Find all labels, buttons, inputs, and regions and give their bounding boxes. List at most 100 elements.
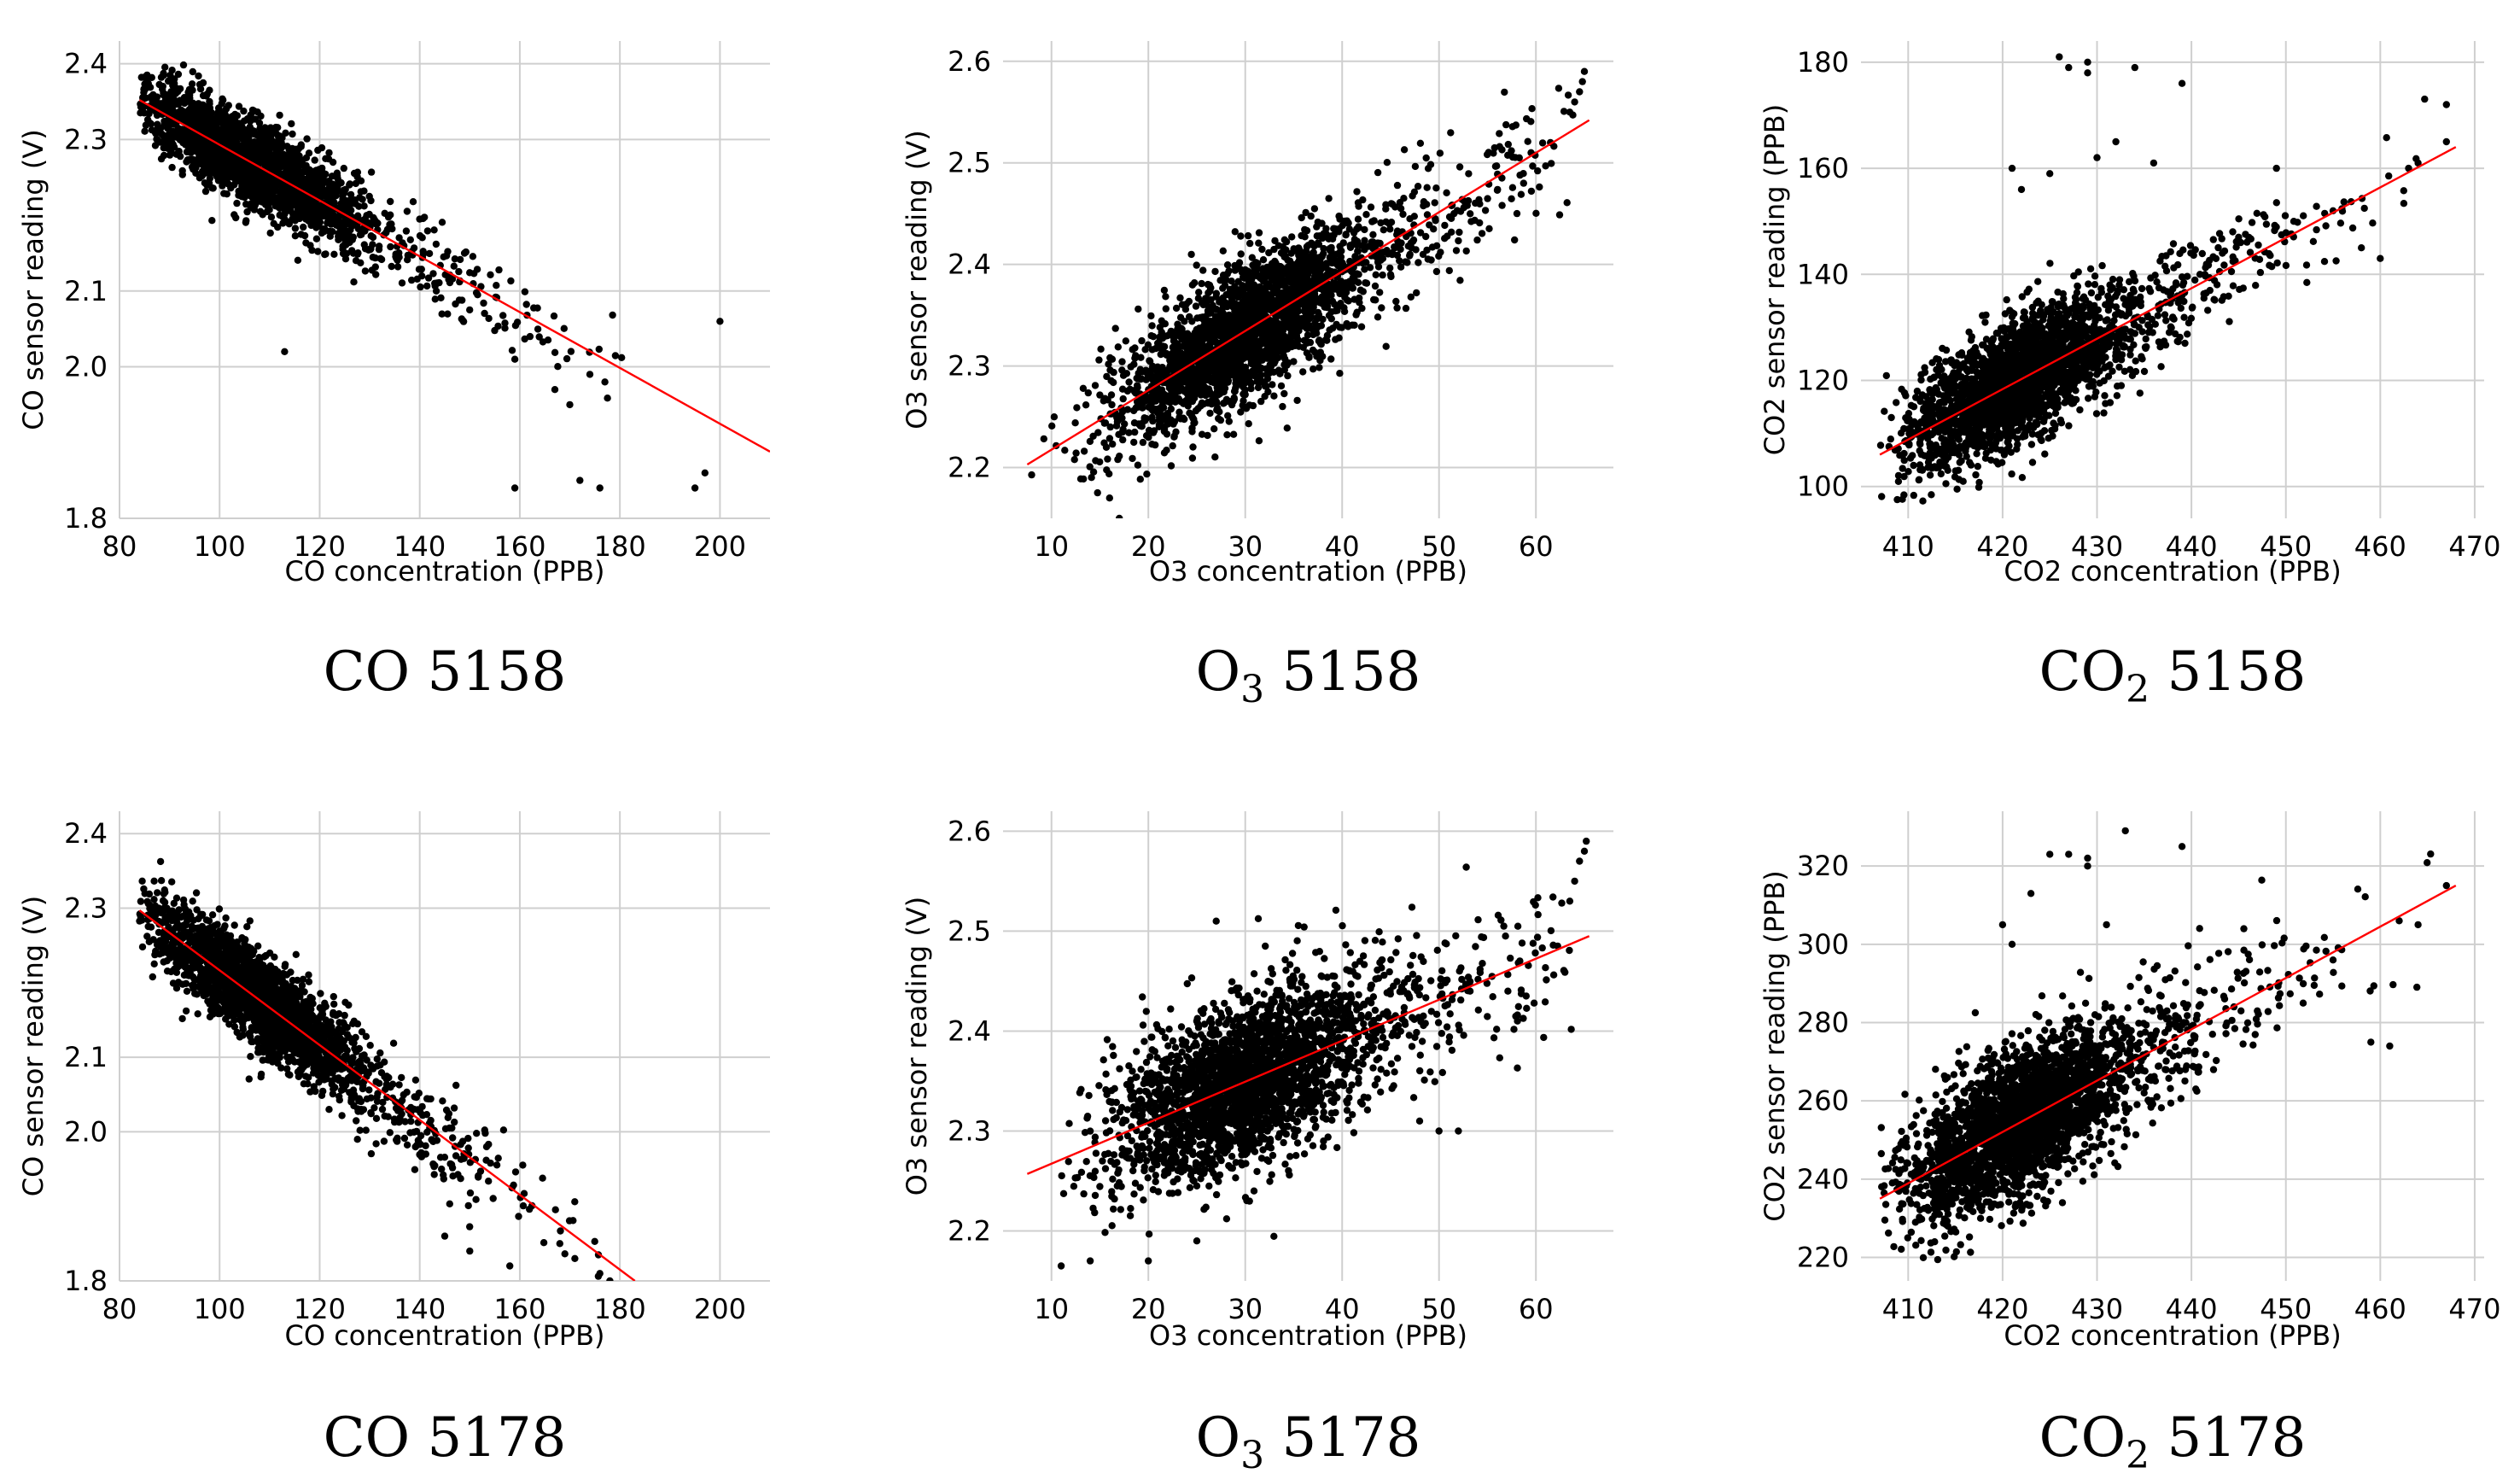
- scatter-point: [1106, 354, 1114, 362]
- scatter-point: [416, 231, 424, 240]
- scatter-point: [1138, 336, 1146, 345]
- scatter-point: [225, 180, 233, 188]
- scatter-point: [1528, 105, 1536, 113]
- scatter-point: [1205, 309, 1212, 318]
- scatter-point: [1271, 272, 1279, 279]
- y-tick-label: 2.2: [948, 452, 991, 484]
- y-tick-label: 2.4: [948, 248, 991, 281]
- scatter-point: [1109, 440, 1117, 448]
- scatter-point: [1149, 362, 1157, 370]
- scatter-point: [1048, 422, 1056, 430]
- scatter-point: [1125, 429, 1133, 436]
- x-tick-label: 50: [1421, 530, 1456, 563]
- scatter-point: [1353, 188, 1361, 196]
- scatter-point: [334, 182, 341, 190]
- scatter-point: [501, 319, 509, 327]
- scatter-point: [179, 61, 188, 69]
- scatter-point: [1050, 413, 1059, 421]
- scatter-point: [206, 86, 213, 94]
- scatter-point: [1315, 259, 1323, 267]
- scatter-point: [1337, 285, 1345, 293]
- scatter-point: [1283, 424, 1292, 432]
- scatter-point: [1225, 267, 1233, 275]
- scatter-point: [1555, 85, 1563, 92]
- scatter-point: [1323, 260, 1331, 267]
- scatter-point: [1070, 456, 1078, 464]
- scatter-point: [1229, 430, 1238, 438]
- scatter-point: [1234, 278, 1242, 285]
- scatter-point: [1229, 292, 1238, 300]
- scatter-point: [1397, 205, 1405, 213]
- scatter-point: [1413, 289, 1420, 297]
- scatter-point: [195, 72, 202, 80]
- scatter-point: [1310, 205, 1319, 213]
- scatter-point: [333, 169, 341, 177]
- scatter-point: [1327, 355, 1335, 363]
- scatter-point: [563, 354, 571, 363]
- scatter-point: [1186, 355, 1193, 363]
- scatter-point: [1455, 163, 1464, 171]
- scatter-point: [289, 215, 296, 223]
- scatter-point: [1204, 398, 1212, 406]
- scatter-point: [1443, 189, 1450, 196]
- scatter-point: [1280, 389, 1288, 398]
- scatter-point: [286, 198, 294, 206]
- scatter-point: [1395, 243, 1403, 251]
- scatter-point: [432, 240, 440, 248]
- scatter-point: [1122, 337, 1130, 345]
- scatter-point: [306, 208, 313, 216]
- scatter-point: [1162, 293, 1170, 301]
- scatter-point: [1218, 361, 1227, 369]
- scatter-point: [1289, 321, 1297, 329]
- scatter-point: [1211, 267, 1219, 276]
- scatter-point: [398, 279, 406, 287]
- scatter-point: [1080, 447, 1088, 455]
- scatter-point: [1195, 324, 1204, 332]
- scatter-point: [701, 469, 709, 476]
- scatter-point: [1079, 384, 1088, 392]
- scatter-point: [235, 102, 243, 110]
- scatter-point: [1215, 373, 1223, 381]
- scatter-point: [242, 200, 250, 208]
- scatter-point: [2225, 318, 2233, 325]
- scatter-point: [270, 219, 277, 227]
- scatter-point: [604, 395, 611, 402]
- scatter-point: [291, 225, 300, 232]
- scatter-point: [1280, 366, 1289, 374]
- scatter-point: [168, 163, 176, 172]
- scatter-point: [1258, 245, 1266, 254]
- scatter-point: [1193, 377, 1201, 384]
- scatter-point: [438, 219, 446, 226]
- scatter-point: [297, 172, 306, 179]
- scatter-point: [1299, 368, 1307, 376]
- scatter-point: [1251, 372, 1258, 380]
- scatter-point: [1094, 429, 1102, 436]
- scatter-point: [458, 296, 466, 304]
- scatter-point: [1275, 354, 1282, 362]
- scatter-point: [1188, 318, 1196, 325]
- scatter-point: [1130, 438, 1138, 447]
- scatter-point: [259, 198, 266, 206]
- scatter-point: [1288, 233, 1296, 241]
- scatter-point: [186, 94, 194, 102]
- scatter-point: [1456, 208, 1465, 215]
- scatter-point: [458, 315, 465, 323]
- scatter-point: [535, 333, 543, 341]
- scatter-point: [1206, 409, 1214, 418]
- scatter-point: [1188, 347, 1196, 355]
- scatter-point: [408, 276, 416, 284]
- scatter-point: [1149, 429, 1158, 436]
- scatter-point: [282, 129, 289, 137]
- scatter-point: [1218, 307, 1226, 315]
- scatter-point: [1566, 108, 1574, 116]
- scatter-point: [1491, 162, 1500, 170]
- scatter-point: [1432, 267, 1441, 276]
- scatter-point: [1279, 294, 1286, 301]
- scatter-point: [1485, 149, 1493, 156]
- scatter-point: [1386, 264, 1394, 272]
- scatter-point: [1524, 137, 1531, 145]
- scatter-point: [1527, 118, 1535, 126]
- scatter-point: [691, 484, 699, 492]
- scatter-point: [1232, 383, 1240, 390]
- scatter-point: [255, 137, 264, 144]
